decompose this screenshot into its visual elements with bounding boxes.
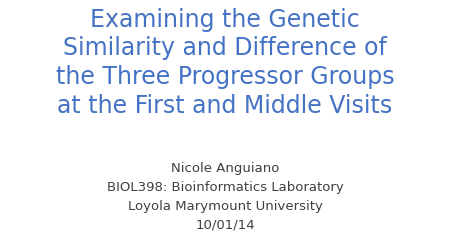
Text: Examining the Genetic
Similarity and Difference of
the Three Progressor Groups
a: Examining the Genetic Similarity and Dif… [56,8,394,117]
Text: Nicole Anguiano
BIOL398: Bioinformatics Laboratory
Loyola Marymount University
1: Nicole Anguiano BIOL398: Bioinformatics … [107,161,343,231]
